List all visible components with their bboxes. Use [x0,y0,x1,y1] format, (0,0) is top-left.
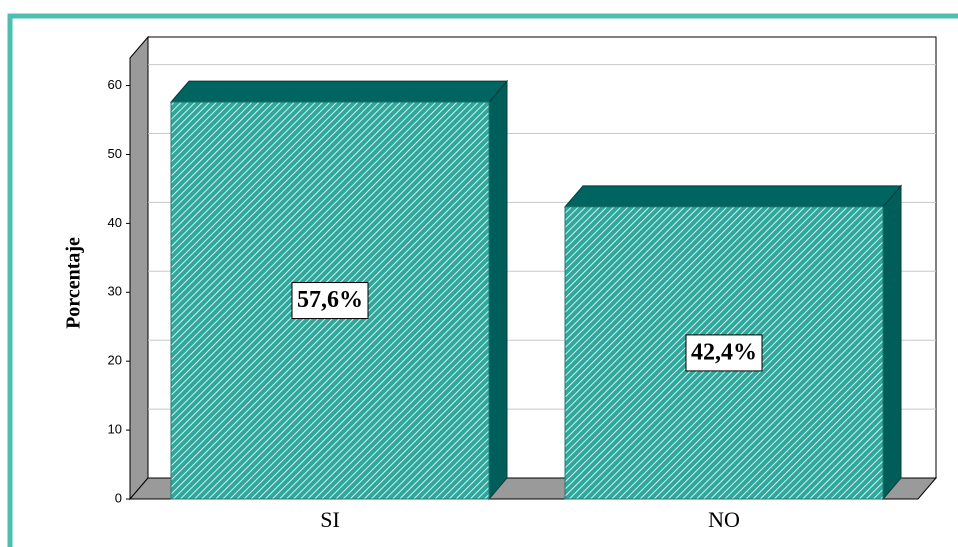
y-tick-label: 50 [108,146,122,161]
y-tick-label: 40 [108,215,122,230]
value-label-box [291,282,369,320]
value-label: 42,4% [691,339,757,365]
y-axis-title: Porcentaje [63,237,85,329]
bar-side [488,79,508,501]
bar-top [169,80,509,103]
y-tick-label: 0 [115,490,122,505]
x-tick-label: SI [320,507,340,532]
y-tick-label: 30 [108,284,122,299]
bar-top [563,185,903,208]
value-label-box [685,334,763,372]
y-tick-label: 10 [108,422,122,437]
bar-side [882,184,902,501]
y-tick-label: 20 [108,353,122,368]
x-tick-label: NO [708,507,740,532]
y-tick-label: 60 [108,77,122,92]
frame [7,13,958,547]
left-wall [129,35,149,501]
value-label: 57,6% [297,287,363,313]
